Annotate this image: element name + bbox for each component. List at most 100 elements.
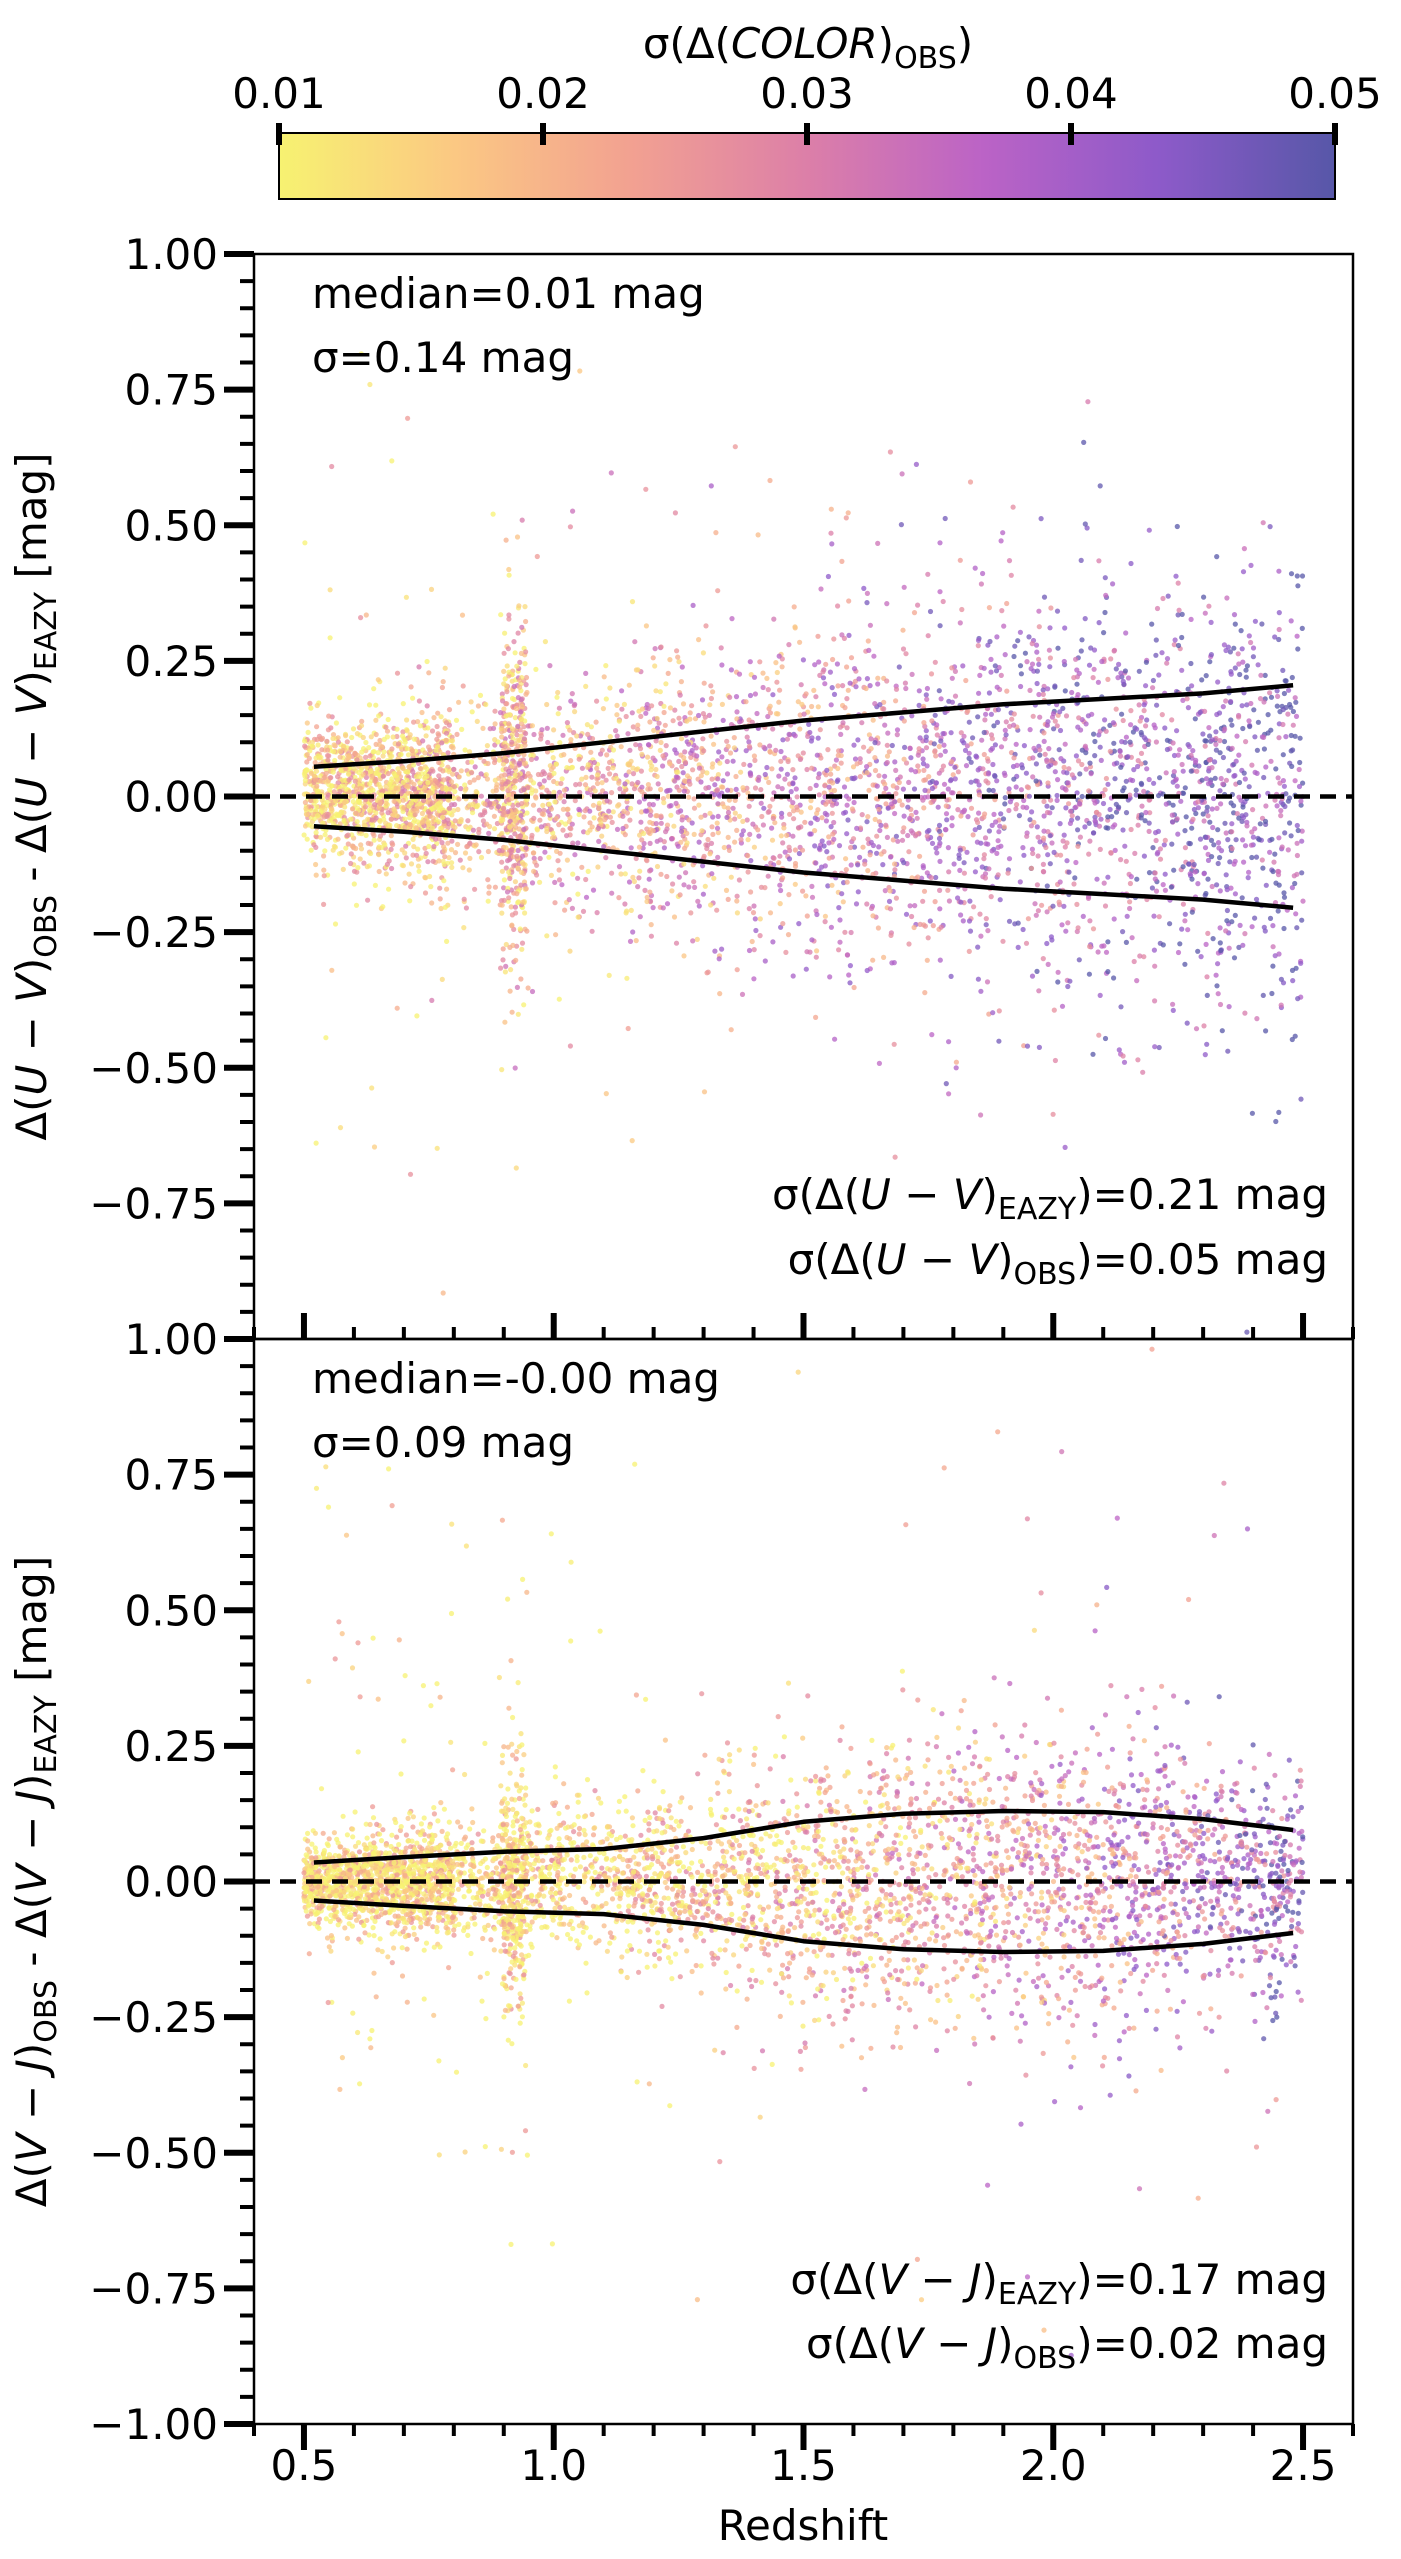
scatter-point (991, 723, 997, 729)
scatter-point (396, 797, 403, 804)
scatter-point (324, 836, 331, 843)
scatter-point (840, 683, 846, 689)
scatter-point (1222, 820, 1228, 826)
scatter-point (570, 871, 576, 877)
scatter-point (957, 847, 963, 853)
scatter-point (1041, 738, 1047, 745)
scatter-point (696, 802, 702, 808)
scatter-point (820, 669, 826, 675)
scatter-point (333, 720, 339, 726)
scatter-point (304, 720, 310, 726)
scatter-point (1280, 752, 1286, 758)
scatter-point (1017, 629, 1024, 635)
scatter-point (943, 827, 949, 833)
scatter-point (507, 944, 513, 951)
scatter-point (892, 867, 898, 873)
scatter-point (501, 897, 507, 904)
scatter-point (859, 720, 865, 726)
scatter-point (544, 825, 550, 832)
scatter-point (565, 811, 571, 817)
scatter-point (1050, 1111, 1056, 1117)
scatter-point (794, 794, 800, 800)
scatter-point (882, 773, 888, 779)
scatter-point (1288, 571, 1295, 577)
scatter-point (422, 890, 429, 896)
scatter-point (661, 839, 667, 845)
scatter-point (1292, 778, 1298, 784)
scatter-point (1123, 734, 1129, 740)
scatter-point (691, 831, 697, 838)
scatter-point (1229, 846, 1235, 852)
scatter-point (380, 753, 386, 759)
scatter-point (1062, 844, 1068, 850)
scatter-point (647, 889, 653, 895)
scatter-point (1135, 763, 1141, 770)
scatter-point (1194, 768, 1200, 774)
scatter-point (1261, 746, 1267, 752)
scatter-point (377, 818, 383, 825)
scatter-point (1123, 939, 1129, 946)
scatter-point (1175, 612, 1181, 618)
scatter-point (302, 540, 308, 546)
scatter-point (872, 701, 878, 707)
scatter-point (552, 799, 558, 805)
scatter-point (1001, 770, 1008, 776)
scatter-point (654, 863, 661, 870)
scatter-point (1081, 439, 1087, 445)
scatter-point (1045, 852, 1051, 858)
scatter-point (630, 724, 636, 730)
scatter-point (607, 771, 613, 777)
scatter-point (569, 905, 576, 912)
scatter-point (1041, 835, 1047, 841)
scatter-point (461, 925, 467, 931)
scatter-point (472, 886, 478, 892)
scatter-point (595, 825, 602, 832)
scatter-point (864, 600, 870, 606)
scatter-point (1001, 623, 1007, 629)
scatter-point (1224, 918, 1230, 924)
scatter-point (1065, 983, 1071, 990)
scatter-point (985, 771, 992, 777)
scatter-point (449, 864, 455, 871)
scatter-point (836, 843, 843, 849)
scatter-point (1117, 748, 1123, 755)
scatter-point (998, 538, 1004, 544)
scatter-point (993, 668, 1000, 674)
scatter-point (808, 820, 814, 826)
scatter-point (313, 798, 319, 804)
scatter-point (496, 847, 502, 854)
scatter-point (990, 1010, 996, 1016)
scatter-point (1143, 683, 1149, 689)
scatter-point (981, 856, 987, 862)
scatter-point (744, 785, 750, 791)
scatter-point (485, 877, 491, 883)
scatter-point (877, 827, 883, 834)
scatter-point (1224, 887, 1230, 893)
scatter-point (512, 818, 518, 824)
scatter-point (872, 816, 878, 823)
scatter-point (748, 889, 754, 895)
colorbar: σ(Δ(COLOR)OBS) 0.01 0.02 0.03 0.04 0.05 (232, 19, 1382, 200)
scatter-point (1183, 814, 1189, 820)
scatter-point (738, 769, 744, 775)
scatter-point (462, 850, 469, 856)
scatter-point (594, 780, 601, 787)
scatter-point (355, 798, 362, 804)
scatter-point (604, 752, 610, 758)
scatter-point (894, 732, 900, 738)
scatter-point (426, 843, 432, 850)
scatter-point (1226, 768, 1232, 774)
scatter-point (1137, 953, 1143, 959)
scatter-point (733, 786, 739, 793)
scatter-point (940, 763, 947, 769)
scatter-point (731, 735, 737, 741)
scatter-point (580, 908, 587, 915)
scatter-point (627, 747, 633, 753)
scatter-point (471, 777, 477, 783)
scatter-point (1180, 790, 1187, 796)
scatter-point (824, 767, 830, 773)
scatter-point (710, 814, 716, 820)
scatter-point (328, 775, 334, 781)
scatter-point (746, 803, 752, 809)
scatter-point (538, 736, 544, 742)
